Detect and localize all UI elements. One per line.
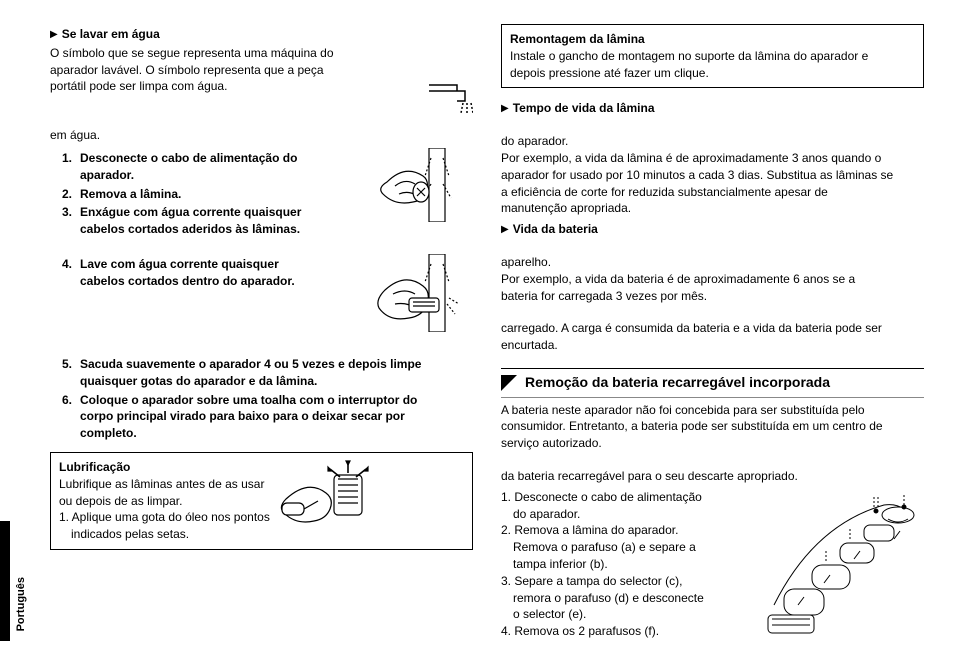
- lubrication-box: Lubrificação Lubrifique as lâminas antes…: [50, 452, 473, 550]
- battery-removal-intro: A bateria neste aparador não foi concebi…: [501, 402, 924, 452]
- section-header-battery-removal: Remoção da bateria recarregável incorpor…: [501, 368, 924, 398]
- heading-text: Se lavar em água: [62, 26, 160, 43]
- in-water-fragment: em água.: [50, 127, 473, 144]
- lubrication-title: Lubrificação: [59, 459, 270, 476]
- heading-blade-life: ▶ Tempo de vida da lâmina: [501, 100, 924, 117]
- battery-removal-steps: 1. Desconecte o cabo de alimentação do a…: [501, 489, 744, 640]
- blade-life-fragment: do aparador.: [501, 133, 924, 150]
- reassembly-title: Remontagem da lâmina: [510, 31, 915, 48]
- triangle-bullet-icon: ▶: [501, 223, 509, 237]
- language-side-label: Português: [14, 577, 29, 631]
- step-4-row: 4.Lave com água corrente quaisquercabelo…: [50, 254, 473, 332]
- battery-removal-steps-row: 1. Desconecte o cabo de alimentação do a…: [501, 489, 924, 640]
- tap-water-icon: [427, 79, 473, 119]
- lubrication-text: Lubrificação Lubrifique as lâminas antes…: [59, 459, 270, 543]
- heading-wash-in-water: ▶ Se lavar em água: [50, 26, 473, 43]
- steps-1-3-row: 1.Desconecte o cabo de alimentação doapa…: [50, 148, 473, 238]
- battery-life-fragment: aparelho.: [501, 254, 924, 271]
- wedge-icon: [501, 375, 517, 391]
- step-4: 4.Lave com água corrente quaisquercabelo…: [62, 254, 367, 290]
- steps-5-6: 5.Sacuda suavemente o aparador 4 ou 5 ve…: [62, 356, 473, 442]
- battery-charge-para: carregado. A carga é consumida da bateri…: [501, 320, 924, 354]
- left-column: ▶ Se lavar em água O símbolo que se segu…: [50, 24, 473, 653]
- symbol-description: O símbolo que se segue representa uma má…: [50, 45, 473, 95]
- battery-disposal-fragment: da bateria recarregável para o seu desca…: [501, 468, 924, 485]
- right-column: Remontagem da lâmina Instale o gancho de…: [501, 24, 924, 653]
- exploded-view-illustration: [754, 489, 924, 639]
- heading-battery-life: ▶ Vida da bateria: [501, 221, 924, 238]
- two-column-layout: ▶ Se lavar em água O símbolo que se segu…: [50, 24, 924, 653]
- rinse-blade-illustration: [377, 148, 473, 222]
- page-side-tab: [0, 521, 10, 641]
- reassembly-box: Remontagem da lâmina Instale o gancho de…: [501, 24, 924, 88]
- oil-illustration: [280, 459, 390, 531]
- battery-life-para: Por exemplo, a vida da bateria é de apro…: [501, 271, 924, 305]
- triangle-bullet-icon: ▶: [501, 102, 509, 116]
- blade-life-para: Por exemplo, a vida da lâmina é de aprox…: [501, 150, 924, 217]
- steps-1-3: 1.Desconecte o cabo de alimentação doapa…: [62, 148, 367, 238]
- rinse-inside-illustration: [377, 254, 473, 332]
- triangle-bullet-icon: ▶: [50, 28, 58, 42]
